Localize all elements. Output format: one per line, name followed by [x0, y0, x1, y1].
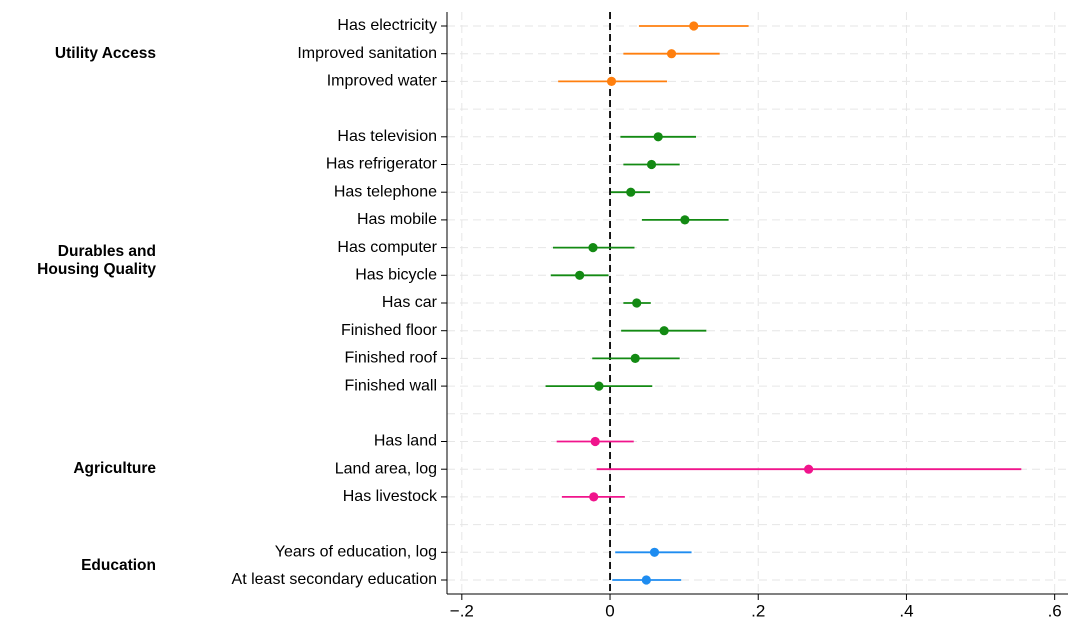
category-label: Has refrigerator [326, 156, 438, 173]
x-tick-label: .6 [1048, 601, 1062, 620]
point-estimate [594, 381, 604, 391]
point-estimate [680, 215, 690, 225]
category-label: Has television [337, 128, 437, 145]
point-estimate [589, 492, 599, 502]
category-label: Years of education, log [275, 544, 437, 561]
group-label: Agriculture [73, 460, 156, 478]
category-label: Has computer [337, 239, 437, 256]
category-label: Has telephone [334, 183, 437, 200]
category-label: Finished roof [345, 350, 438, 367]
category-label: Has land [374, 433, 437, 450]
x-tick-label: .2 [751, 601, 765, 620]
point-estimate [606, 76, 617, 86]
point-estimate [626, 187, 636, 197]
x-tick-label: −.2 [450, 601, 474, 620]
point-estimate [653, 132, 663, 142]
category-label: Finished wall [345, 377, 437, 394]
point-estimate [575, 270, 585, 280]
category-label: Has livestock [343, 488, 438, 505]
category-label: Land area, log [335, 460, 437, 477]
category-label: Improved water [327, 73, 438, 90]
point-estimate [689, 21, 699, 31]
point-estimate [590, 436, 600, 447]
category-label: Has bicycle [355, 267, 437, 284]
point-estimate [630, 353, 640, 363]
point-estimate [588, 243, 598, 253]
group-label: Education [81, 557, 156, 575]
point-estimate [649, 547, 660, 557]
point-estimate [659, 326, 669, 336]
point-estimate [641, 575, 651, 585]
category-label: Finished floor [341, 322, 438, 339]
point-estimate [646, 159, 657, 170]
category-label: At least secondary education [232, 571, 437, 588]
group-label: Utility Access [54, 44, 156, 62]
category-label: Has car [382, 294, 438, 311]
category-label: Has mobile [357, 211, 437, 228]
category-label: Improved sanitation [297, 45, 437, 62]
x-tick-label: .4 [899, 601, 913, 620]
point-estimate [632, 298, 642, 308]
point-estimate [804, 464, 814, 474]
point-estimate [666, 49, 677, 59]
group-label: Durables and Housing Quality [37, 243, 156, 279]
category-label: Has electricity [337, 17, 437, 34]
x-tick-label: 0 [605, 601, 614, 620]
